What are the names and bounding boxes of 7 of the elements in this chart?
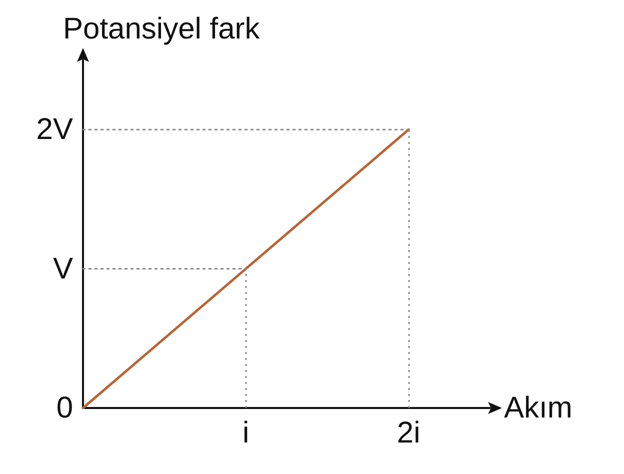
x-tick-label: 2i: [396, 416, 420, 450]
y-tick-label: V: [52, 252, 73, 286]
y-tick-label: 0: [56, 392, 73, 424]
y-tick-label: 2V: [36, 113, 73, 146]
x-tick-label: i: [242, 416, 250, 450]
x-axis-title: Akım: [504, 392, 572, 424]
y-axis-title: Potansiyel fark: [63, 12, 261, 46]
